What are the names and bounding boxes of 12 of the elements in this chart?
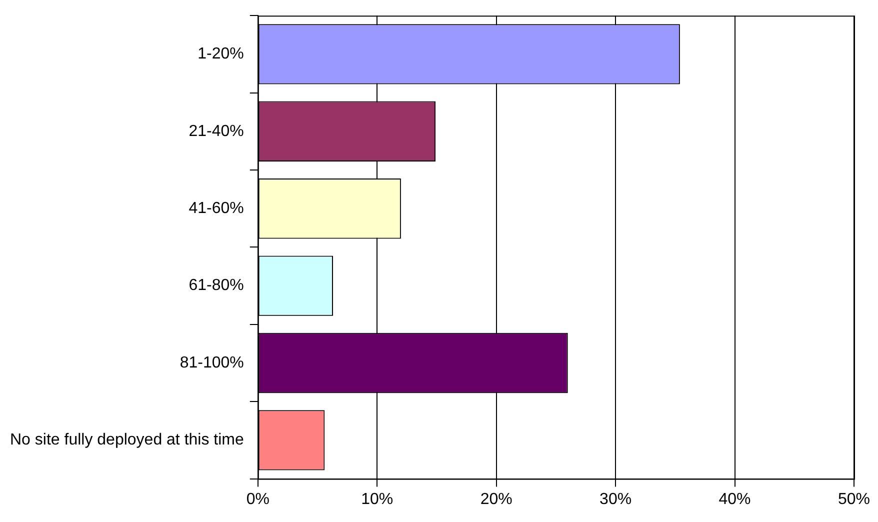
x-tick-label: 40% <box>718 490 751 508</box>
x-tick-label: 10% <box>361 490 394 508</box>
y-tick-label: No site fully deployed at this time <box>10 432 244 449</box>
y-tick-label: 61-80% <box>188 277 244 294</box>
x-tick-label: 50% <box>838 490 870 508</box>
x-tick-label: 0% <box>246 490 270 508</box>
x-tick-label: 20% <box>480 490 512 508</box>
y-tick-label: 1-20% <box>198 46 244 63</box>
y-tick-label: 81-100% <box>180 354 244 372</box>
x-tick-label: 30% <box>600 490 632 508</box>
y-tick-label: 21-40% <box>188 122 244 140</box>
y-tick-label: 41-60% <box>188 200 244 218</box>
